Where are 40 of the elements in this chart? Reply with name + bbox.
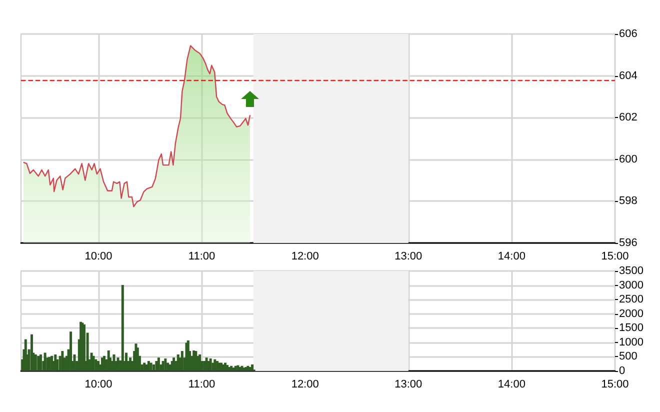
bar [94, 359, 98, 371]
x-tick-label: 14:00 [498, 378, 526, 390]
y-tick-label: 2500 [619, 294, 644, 306]
y-tick-label: 1000 [619, 336, 644, 348]
x-tick-label: 11:00 [188, 250, 216, 262]
y-tick-label: 606 [619, 28, 638, 40]
bar [147, 361, 150, 371]
y-tick-label: 500 [619, 350, 638, 363]
y-tick-label: 2000 [619, 308, 644, 320]
bar [70, 332, 72, 371]
x-tick-label: 12:00 [291, 378, 319, 390]
bar [152, 364, 155, 371]
x-tick-label: 14:00 [498, 250, 526, 262]
y-tick-label: 3500 [619, 265, 644, 277]
x-tick-label: 10:00 [84, 250, 112, 262]
bar [251, 364, 254, 371]
x-tick-label: 13:00 [394, 378, 422, 390]
x-tick-label: 11:00 [188, 378, 216, 390]
x-tick-label: 15:00 [601, 250, 629, 262]
y-tick-label: 0 [619, 365, 626, 377]
y-tick-label: 600 [619, 153, 638, 166]
x-tick-label: 10:00 [84, 378, 112, 390]
bar [39, 354, 42, 371]
bar [172, 358, 176, 371]
y-tick-label: 3000 [619, 279, 644, 292]
y-tick-label: 604 [619, 70, 638, 82]
y-tick-label: 598 [619, 195, 638, 208]
y-tick-label: 1500 [619, 322, 644, 334]
bar [121, 285, 124, 371]
bar [155, 361, 158, 371]
y-tick-label: 596 [619, 237, 638, 249]
bar [37, 356, 40, 371]
x-tick-label: 12:00 [291, 250, 319, 262]
x-tick-label: 13:00 [394, 250, 422, 262]
bar [164, 358, 167, 371]
bar [214, 359, 216, 371]
bar [157, 358, 160, 371]
bar [150, 362, 152, 371]
x-tick-label: 15:00 [601, 378, 629, 390]
y-tick-label: 602 [619, 112, 638, 124]
